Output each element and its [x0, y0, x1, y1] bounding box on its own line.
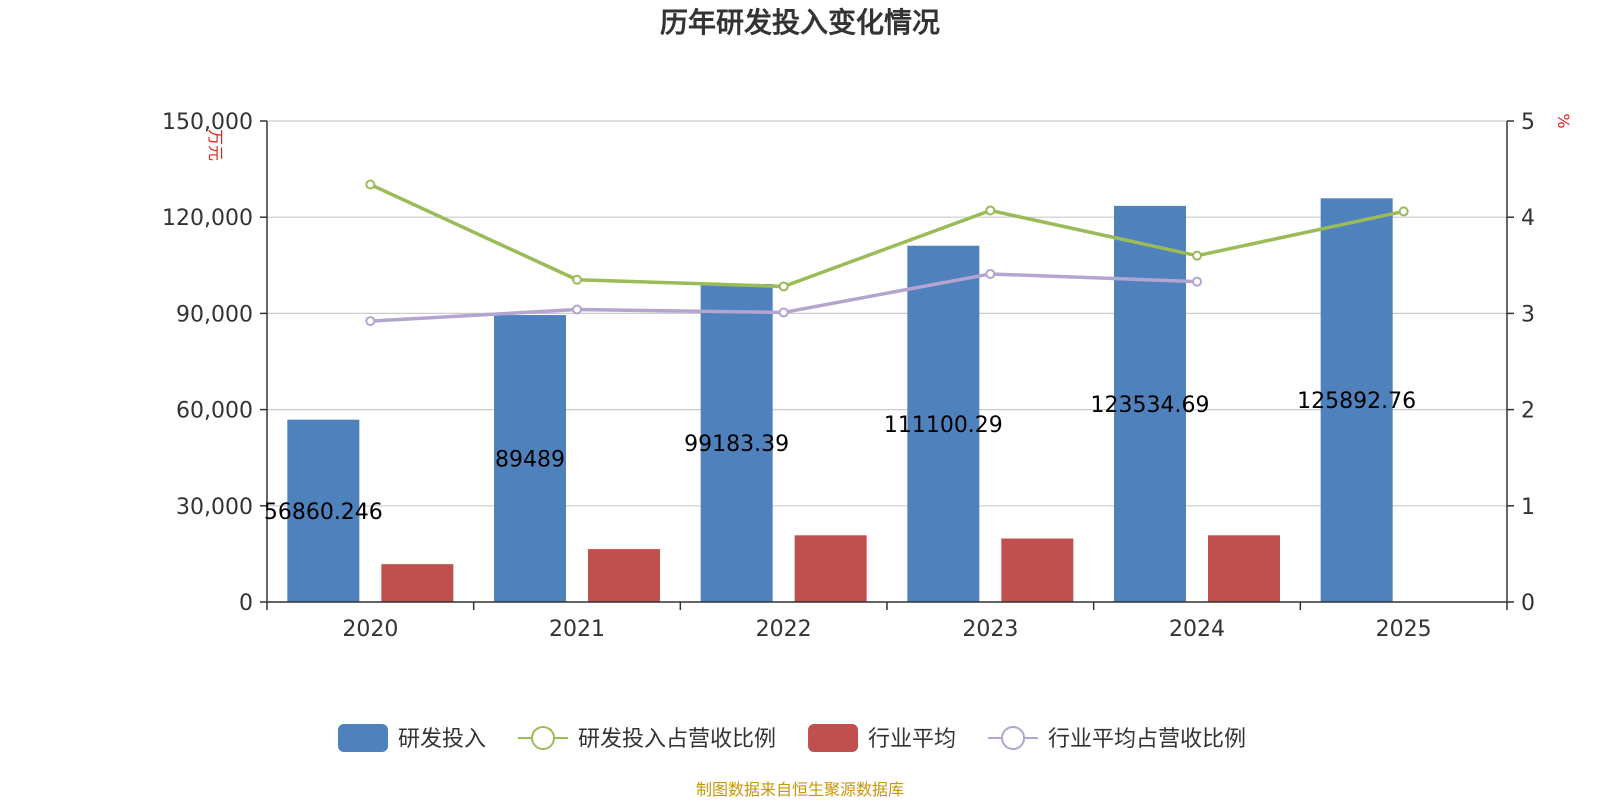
bar: [588, 549, 660, 602]
lines: [365, 179, 1409, 327]
x-axis-tick-label: 2020: [342, 617, 398, 642]
left-axis-tick-label: 0: [239, 591, 253, 616]
legend-label: 研发投入: [398, 727, 486, 752]
line-point: [1192, 250, 1202, 261]
legend-swatch: [808, 724, 859, 752]
bar: [1208, 535, 1280, 602]
left-axis-tick-label: 90,000: [176, 302, 253, 327]
legend-label: 行业平均占营收比例: [1048, 727, 1246, 752]
right-axis-tick-label: 1: [1521, 495, 1535, 520]
bar-data-label: 89489: [495, 448, 565, 473]
right-axis-tick-label: 5: [1521, 110, 1535, 135]
grid-lines: [267, 120, 1507, 507]
series-line: [369, 182, 1405, 289]
left-axis-tick-label: 150,000: [162, 110, 253, 135]
right-axis-tick-label: 0: [1521, 591, 1535, 616]
left-axis-tick-label: 60,000: [176, 399, 253, 424]
bar: [1114, 205, 1186, 603]
legend-item: 行业平均: [808, 724, 956, 752]
line-point: [572, 274, 582, 285]
bar: [700, 283, 773, 602]
bar-data-label: 111100.29: [884, 413, 1003, 438]
x-axis-tick-label: 2025: [1376, 617, 1432, 642]
bar-data-label: 123534.69: [1091, 393, 1210, 418]
legend-label: 研发投入占营收比例: [578, 727, 776, 752]
line-point: [778, 281, 789, 292]
chart-title: 历年研发投入变化情况: [660, 6, 940, 39]
right-axis-tick-label: 2: [1521, 399, 1535, 424]
legend-swatch-marker: [1001, 726, 1026, 750]
right-axis-unit: %: [1554, 113, 1573, 128]
left-axis-tick-label: 120,000: [162, 206, 253, 231]
line-point: [778, 307, 789, 318]
data-labels: 56860.246 89489 99183.39 111100.29 123534.69…: [264, 389, 1416, 525]
bar: [907, 245, 980, 602]
x-axis-tick-label: 2023: [962, 617, 1018, 642]
bar: [494, 315, 566, 602]
axes: 0 0 30,000 1 60,000 2 90,000 3 120,000 4 150,000 5 2…: [162, 110, 1535, 642]
legend: 研发投入 研发投入占营收比例 行业平均 行业平均占营收比例: [338, 724, 1246, 752]
legend-item: 研发投入占营收比例: [518, 726, 776, 752]
x-axis-tick-label: 2024: [1169, 617, 1225, 642]
legend-item: 行业平均占营收比例: [988, 726, 1246, 752]
x-axis-tick-label: 2021: [549, 617, 605, 642]
bar: [794, 535, 867, 602]
bar: [1001, 538, 1074, 602]
left-axis-tick-label: 30,000: [176, 495, 253, 520]
line-point: [1192, 276, 1202, 287]
x-axis-tick-label: 2022: [756, 617, 812, 642]
legend-label: 行业平均: [868, 727, 956, 752]
bars: [287, 198, 1393, 603]
legend-swatch-marker: [531, 726, 556, 750]
legend-swatch: [338, 724, 388, 752]
left-axis-unit: 万元: [206, 129, 225, 161]
bar-data-label: 56860.246: [264, 500, 383, 525]
line-point: [572, 304, 582, 315]
bar-data-label: 99183.39: [684, 432, 789, 457]
legend-item: 研发投入: [338, 724, 486, 752]
line-point: [985, 205, 996, 216]
bar: [1320, 198, 1393, 602]
right-axis-tick-label: 3: [1521, 302, 1535, 327]
source-note: 制图数据来自恒生聚源数据库: [696, 780, 904, 799]
bar-data-label: 125892.76: [1297, 389, 1416, 414]
bar: [287, 419, 360, 602]
right-axis-tick-label: 4: [1521, 206, 1535, 231]
line-point: [1398, 206, 1409, 217]
line-point: [365, 316, 376, 327]
bar: [381, 564, 454, 602]
line-point: [365, 179, 376, 190]
line-point: [985, 268, 996, 279]
